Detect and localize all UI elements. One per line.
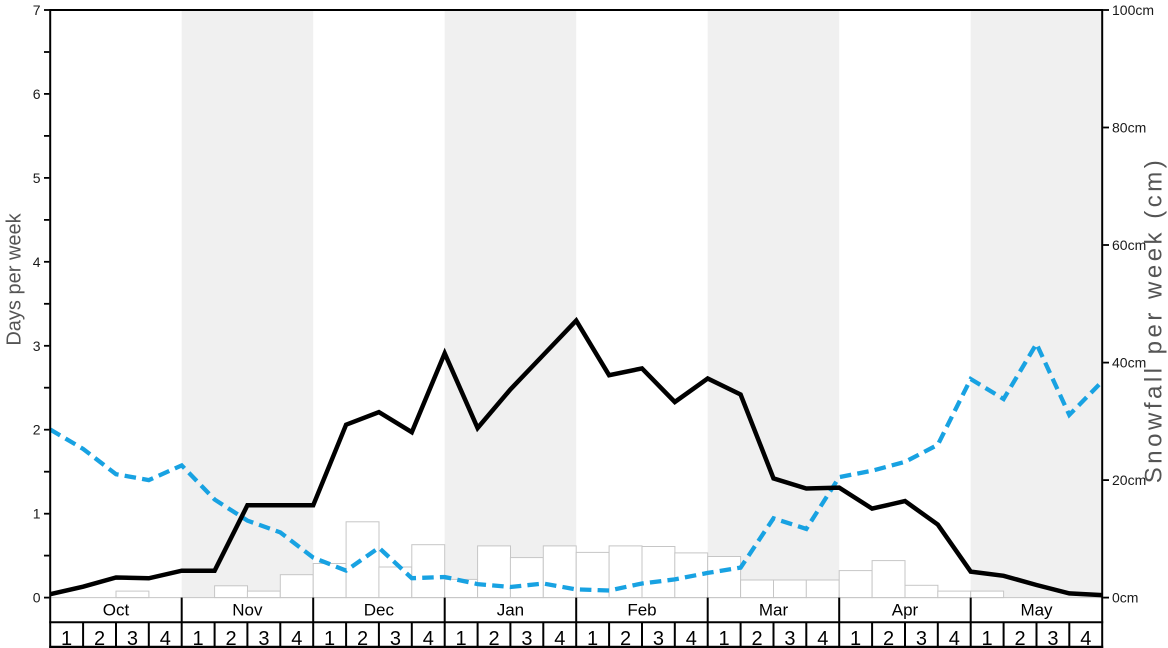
svg-text:4: 4	[817, 628, 828, 648]
svg-text:0cm: 0cm	[1112, 590, 1138, 606]
svg-text:1: 1	[193, 628, 204, 648]
svg-text:3: 3	[258, 628, 269, 648]
svg-text:4: 4	[686, 628, 697, 648]
svg-text:4: 4	[33, 254, 41, 270]
svg-text:2: 2	[1014, 628, 1025, 648]
svg-text:80cm: 80cm	[1112, 120, 1146, 136]
svg-text:4: 4	[291, 628, 302, 648]
svg-text:3: 3	[390, 628, 401, 648]
svg-text:4: 4	[554, 628, 565, 648]
svg-text:4: 4	[160, 628, 171, 648]
svg-text:Apr: Apr	[892, 600, 919, 619]
svg-text:0: 0	[33, 590, 41, 606]
svg-text:3: 3	[653, 628, 664, 648]
svg-text:May: May	[1020, 600, 1053, 619]
svg-text:1: 1	[33, 506, 41, 522]
svg-text:3: 3	[127, 628, 138, 648]
svg-text:1: 1	[324, 628, 335, 648]
svg-text:7: 7	[33, 2, 41, 18]
svg-text:4: 4	[949, 628, 960, 648]
svg-text:1: 1	[719, 628, 730, 648]
svg-text:2: 2	[488, 628, 499, 648]
svg-text:2: 2	[751, 628, 762, 648]
svg-text:5: 5	[33, 170, 41, 186]
svg-text:3: 3	[1047, 628, 1058, 648]
svg-text:3: 3	[521, 628, 532, 648]
svg-text:1: 1	[61, 628, 72, 648]
svg-text:100cm: 100cm	[1112, 2, 1154, 18]
svg-text:Nov: Nov	[232, 600, 263, 619]
svg-text:3: 3	[33, 338, 41, 354]
svg-text:1: 1	[850, 628, 861, 648]
svg-text:4: 4	[423, 628, 434, 648]
svg-text:Dec: Dec	[364, 600, 395, 619]
svg-text:2: 2	[225, 628, 236, 648]
svg-text:Mar: Mar	[759, 600, 789, 619]
svg-text:2: 2	[33, 422, 41, 438]
svg-text:1: 1	[456, 628, 467, 648]
svg-text:Feb: Feb	[627, 600, 656, 619]
svg-text:4: 4	[1080, 628, 1091, 648]
svg-text:6: 6	[33, 86, 41, 102]
svg-text:40cm: 40cm	[1112, 355, 1146, 371]
svg-text:Snowfall per week (cm): Snowfall per week (cm)	[1141, 157, 1168, 483]
svg-text:Oct: Oct	[103, 600, 130, 619]
svg-text:1: 1	[982, 628, 993, 648]
svg-text:2: 2	[883, 628, 894, 648]
svg-text:2: 2	[620, 628, 631, 648]
svg-text:20cm: 20cm	[1112, 472, 1146, 488]
svg-text:2: 2	[357, 628, 368, 648]
svg-text:1: 1	[587, 628, 598, 648]
svg-text:2: 2	[94, 628, 105, 648]
svg-text:60cm: 60cm	[1112, 237, 1146, 253]
svg-text:3: 3	[784, 628, 795, 648]
svg-text:3: 3	[916, 628, 927, 648]
svg-text:Days per week: Days per week	[3, 212, 25, 345]
svg-text:Jan: Jan	[497, 600, 524, 619]
